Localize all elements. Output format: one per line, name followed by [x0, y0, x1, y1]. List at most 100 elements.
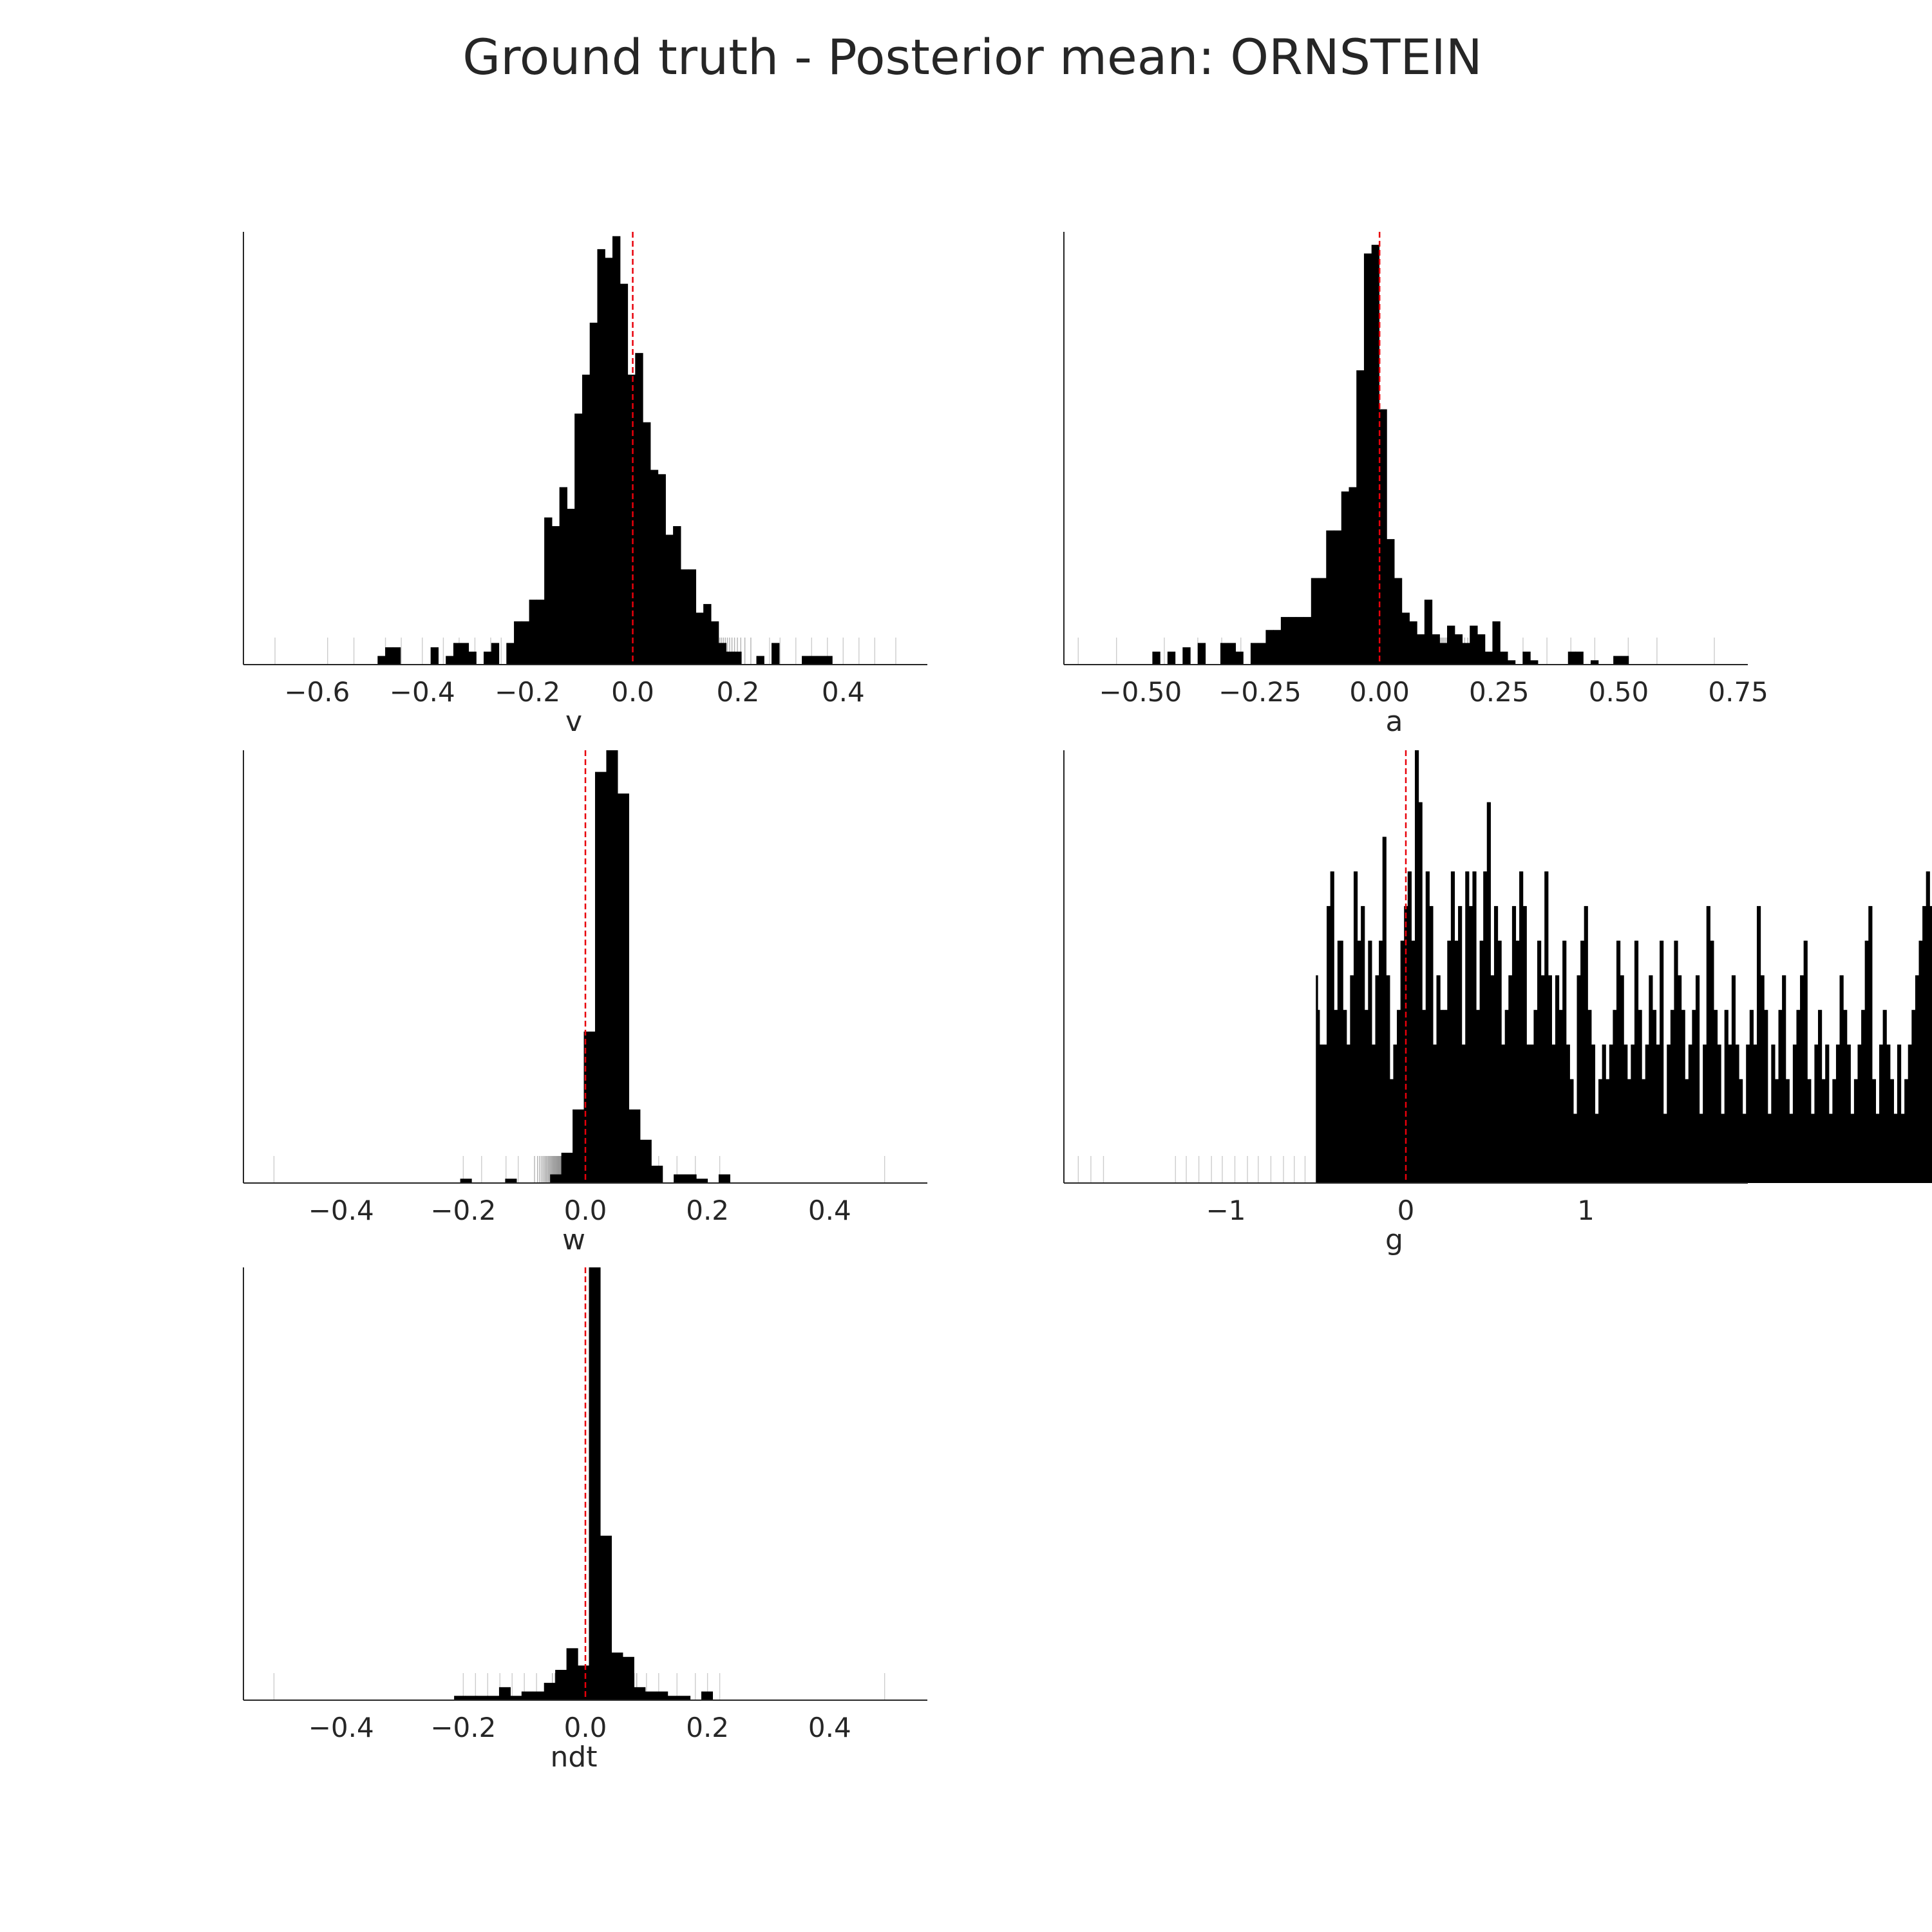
histogram-bar	[1713, 1010, 1716, 1183]
histogram-bar	[600, 1535, 612, 1700]
histogram-bar	[1388, 975, 1390, 1183]
histogram-bar	[1730, 1044, 1732, 1183]
x-tick-label: 0.4	[808, 1195, 851, 1226]
histogram-bar	[1778, 1010, 1781, 1183]
histogram-bar	[1379, 409, 1387, 665]
histogram-bar	[1634, 940, 1637, 1183]
histogram-bar	[1787, 1079, 1790, 1183]
histogram-bar	[465, 1696, 477, 1700]
histogram-bar	[1432, 1044, 1435, 1183]
histogram-bar	[1625, 1044, 1628, 1183]
histogram-bar	[1167, 651, 1176, 665]
histogram-bar	[1337, 940, 1340, 1183]
histogram-bar	[1445, 1010, 1448, 1183]
histogram-bar	[1627, 1079, 1630, 1183]
histogram-bar	[589, 1267, 601, 1700]
histogram-bar	[1744, 1113, 1747, 1183]
histogram-bar	[1708, 905, 1710, 1183]
histogram-bar	[1544, 871, 1547, 1183]
histogram-bar	[1660, 940, 1662, 1183]
histogram-bar	[521, 1691, 533, 1700]
histogram-bar	[1539, 940, 1542, 1183]
histogram-bar	[1669, 1044, 1671, 1183]
histogram-bar	[1422, 1010, 1425, 1183]
histogram-bar	[1440, 1010, 1443, 1183]
histogram-bar	[1834, 1079, 1837, 1183]
histogram-bar	[1384, 837, 1387, 1183]
histogram-bar	[1607, 1079, 1610, 1183]
histogram-bar	[1828, 1113, 1832, 1183]
histogram-bar	[1250, 643, 1259, 665]
histogram-bar	[1280, 617, 1289, 665]
histogram-bar	[1560, 1010, 1563, 1183]
histogram-bar	[1699, 1113, 1701, 1183]
histogram-bar	[606, 750, 618, 1183]
histogram-bar	[1481, 940, 1484, 1183]
histogram-bar	[1767, 1113, 1770, 1183]
x-tick-label: 0.4	[822, 676, 865, 708]
histogram-bar	[1318, 1010, 1320, 1183]
histogram-bar	[1661, 940, 1664, 1183]
histogram-bar	[1692, 1010, 1694, 1183]
histogram-bar	[1719, 1044, 1721, 1183]
histogram-bar	[1782, 975, 1785, 1183]
histogram-bar	[1566, 1044, 1569, 1183]
histogram-bar	[1859, 1044, 1862, 1183]
histogram-bar	[1756, 905, 1759, 1183]
histogram-bar	[1751, 1010, 1754, 1183]
x-tick-label: 0.0	[564, 1195, 607, 1226]
histogram-bar	[1424, 600, 1433, 665]
x-axis-label: a	[1386, 705, 1403, 738]
x-tick-label: −0.4	[390, 676, 455, 708]
histogram-bar	[1334, 530, 1342, 665]
rug-plot	[273, 1156, 886, 1183]
histogram-bar	[1488, 802, 1491, 1183]
histogram-bar	[1573, 1113, 1576, 1183]
histogram-bar	[597, 249, 605, 665]
histogram-bar	[446, 656, 454, 665]
histogram-bar	[1776, 1079, 1779, 1183]
histogram-bar	[1753, 1044, 1756, 1183]
x-axis-label: w	[562, 1224, 585, 1256]
histogram-bar	[627, 374, 636, 665]
histogram-bar	[1458, 905, 1461, 1183]
histogram-bar	[1343, 1010, 1345, 1183]
histogram-bar	[1602, 1044, 1605, 1183]
subplot-w: −0.4 −0.2 0.0 0.2 0.4 w	[243, 750, 927, 1256]
x-tick-label: 1	[1577, 1195, 1595, 1226]
histogram-bar	[1717, 1044, 1719, 1183]
x-tick-label: 0	[1397, 1195, 1415, 1226]
histogram-bar	[1582, 940, 1585, 1183]
histogram-bar	[674, 1174, 686, 1183]
histogram-bar	[817, 656, 825, 665]
histogram-bar	[1499, 940, 1502, 1183]
histogram-bar	[726, 651, 734, 665]
histogram-bar	[544, 517, 553, 665]
histogram-bar	[1701, 1113, 1703, 1183]
histogram-bars	[460, 750, 730, 1183]
histogram-bar	[1398, 1010, 1401, 1183]
histogram-bar	[1679, 975, 1682, 1183]
histogram-bar	[1510, 975, 1513, 1183]
histogram-bar	[1575, 1113, 1578, 1183]
histogram-bar	[1800, 975, 1803, 1183]
histogram-bar	[1325, 1044, 1327, 1183]
histogram-bar	[1843, 1010, 1846, 1183]
histogram-bar	[1447, 625, 1455, 665]
histogram-bar	[1658, 1044, 1660, 1183]
histogram-bar	[1535, 1010, 1538, 1183]
histogram-bar	[1439, 643, 1448, 665]
histogram-bar	[1900, 1113, 1903, 1183]
histogram-bar	[1406, 905, 1408, 1183]
histogram-bar	[1670, 1010, 1673, 1183]
histogram-bar	[1593, 1044, 1596, 1183]
histogram-bar	[1742, 1113, 1745, 1183]
histogram-bar	[1454, 940, 1457, 1183]
histogram-bar	[1665, 1113, 1667, 1183]
histogram-bar	[1443, 1010, 1446, 1183]
histogram-bar	[1352, 975, 1354, 1183]
histogram-bar	[1861, 1010, 1864, 1183]
histogram-bar	[1486, 802, 1490, 1183]
x-tick-label: −0.4	[308, 1712, 374, 1743]
histogram-bar	[1462, 643, 1470, 665]
